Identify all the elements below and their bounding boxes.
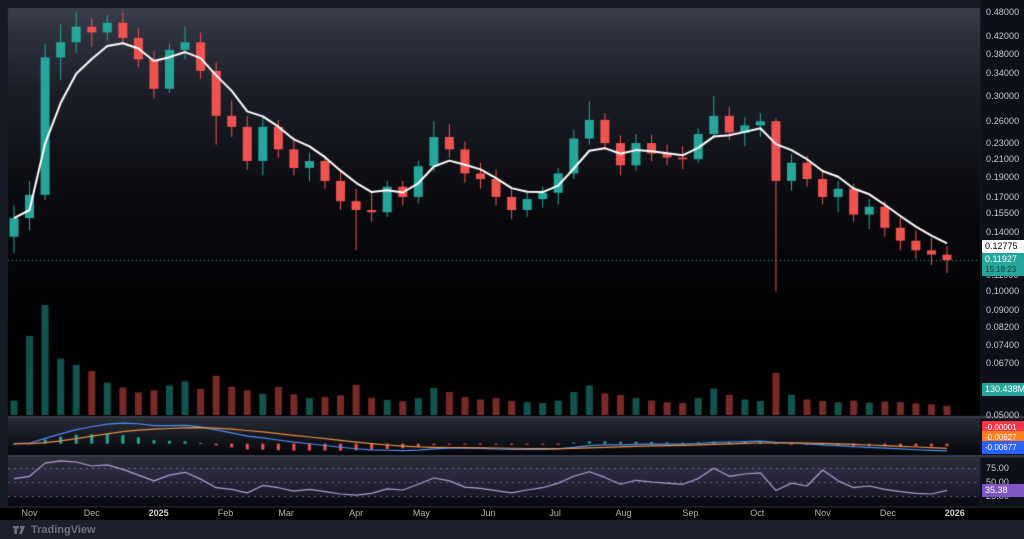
- time-axis-label: Dec: [879, 508, 896, 518]
- price-tick: 0.06700: [986, 357, 1020, 368]
- macd-line-badge: -0.00677: [982, 441, 1024, 454]
- time-axis-label: Oct: [750, 508, 765, 518]
- price-tick: 0.17000: [986, 191, 1020, 202]
- price-tick: 0.19000: [986, 172, 1020, 183]
- rsi-level-label: 50.00: [986, 477, 1010, 487]
- price-tick: 0.30000: [986, 90, 1020, 101]
- time-axis-label: Jun: [481, 508, 496, 518]
- tradingview-logo-icon: [13, 525, 25, 534]
- time-axis-label: Nov: [21, 508, 38, 518]
- time-axis-label: Dec: [83, 508, 100, 518]
- time-axis-label: Sep: [682, 508, 699, 518]
- volume-value-badge: 130.438M: [982, 383, 1024, 396]
- time-axis-label: Feb: [217, 508, 234, 518]
- price-tick: 0.48000: [986, 7, 1020, 17]
- time-axis-label: Jul: [549, 508, 561, 518]
- last-price-badge: 0.11927 15:18:23: [982, 252, 1024, 276]
- price-tick: 0.34000: [986, 68, 1020, 79]
- price-tick: 0.21000: [986, 154, 1020, 165]
- price-tick: 0.08200: [986, 321, 1020, 332]
- price-axis[interactable]: 0.12775 0.11927 15:18:23 130.438M -0.000…: [981, 0, 1024, 520]
- time-axis-label: 2025: [148, 508, 169, 518]
- time-axis[interactable]: Nov Dec 2025 Feb Mar Apr May Jun Jul Aug Sep Oct Nov…: [0, 507, 1024, 520]
- time-axis-label: Mar: [278, 508, 294, 518]
- tradingview-wordmark: TradingView: [31, 523, 96, 536]
- rsi-value-badge: 35.38: [982, 484, 1024, 498]
- time-axis-label: Apr: [349, 508, 364, 518]
- price-tick: 0.42000: [986, 30, 1020, 41]
- price-tick: 0.14000: [986, 226, 1020, 237]
- time-axis-label: May: [412, 508, 430, 518]
- tradingview-link[interactable]: TradingView: [12, 523, 96, 537]
- last-price-value: 0.11927: [985, 253, 1017, 264]
- ma-value-badge: 0.12775: [982, 239, 1024, 253]
- time-axis-label: Nov: [814, 508, 831, 518]
- price-tick: 0.23000: [986, 138, 1020, 149]
- attribution-bar: TradingView: [0, 520, 1024, 539]
- bar-countdown: 15:18:23: [985, 264, 1017, 274]
- macd-histogram-badge: -0.00001: [982, 421, 1024, 434]
- price-tick: 0.15500: [986, 208, 1020, 219]
- price-tick: 0.38000: [986, 48, 1020, 59]
- rsi-level-label: 75.00: [986, 462, 1010, 473]
- price-tick: 0.09000: [986, 305, 1020, 316]
- price-tick: 0.05000: [986, 410, 1020, 420]
- time-axis-label: Aug: [615, 508, 632, 518]
- price-tick: 0.07400: [986, 340, 1020, 351]
- price-tick: 0.10000: [986, 286, 1020, 297]
- macd-signal-badge: -0.00627: [982, 431, 1024, 444]
- time-axis-label: 2026: [944, 508, 965, 518]
- price-tick: 0.26000: [986, 116, 1020, 127]
